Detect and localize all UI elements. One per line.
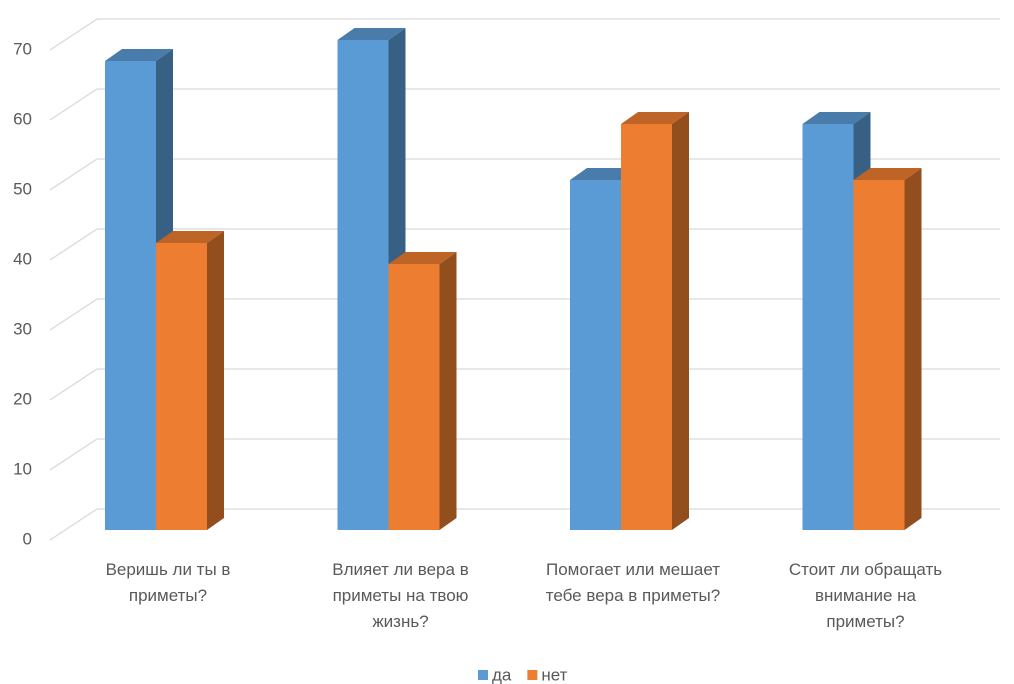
y-tick-label: 50 xyxy=(13,179,32,198)
bar-side xyxy=(207,231,224,530)
grid-line-side xyxy=(49,438,98,471)
x-tick-label: Стоит ли обращать внимание на приметы? xyxy=(788,560,943,631)
bar xyxy=(570,180,621,530)
x-tick-label: Помогает или мешает тебе вера в приметы? xyxy=(545,560,721,605)
bar-top xyxy=(337,28,406,40)
y-tick-label: 60 xyxy=(13,109,32,128)
bar-side xyxy=(672,112,689,530)
bar-top xyxy=(388,252,457,264)
y-tick-label: 30 xyxy=(13,319,32,338)
y-tick-label: 20 xyxy=(13,389,32,408)
legend-swatch xyxy=(527,670,538,680)
x-tick-label: Влияет ли вера в приметы на твою жизнь? xyxy=(332,560,469,631)
grid-line-side xyxy=(49,368,98,401)
bar-side xyxy=(439,252,457,530)
legend-swatch xyxy=(478,670,488,680)
y-tick-label: 10 xyxy=(13,459,32,478)
grid-line-side xyxy=(49,508,98,541)
x-tick-label: Веришь ли ты в приметы? xyxy=(105,560,231,605)
bar xyxy=(853,180,905,530)
bar xyxy=(388,264,440,530)
bar xyxy=(105,61,156,530)
bar xyxy=(621,124,672,530)
grid-line-side xyxy=(49,18,98,51)
bar-top xyxy=(802,112,871,124)
bar-top xyxy=(105,49,173,61)
bar xyxy=(802,124,854,530)
bar-top xyxy=(853,168,922,180)
y-tick-label: 70 xyxy=(13,39,32,58)
grid-line-side xyxy=(49,298,98,331)
legend-label: да xyxy=(492,665,512,684)
bar xyxy=(337,40,389,530)
grid-line-side xyxy=(49,88,98,121)
bar-top xyxy=(156,231,224,243)
bar-top xyxy=(621,112,689,124)
y-tick-label: 0 xyxy=(23,529,32,548)
bar-side xyxy=(904,168,922,530)
y-tick-label: 40 xyxy=(13,249,32,268)
grid-line-side xyxy=(49,228,98,261)
legend-label: нет xyxy=(541,665,567,684)
grid-line-side xyxy=(49,158,98,191)
bar xyxy=(156,243,207,530)
